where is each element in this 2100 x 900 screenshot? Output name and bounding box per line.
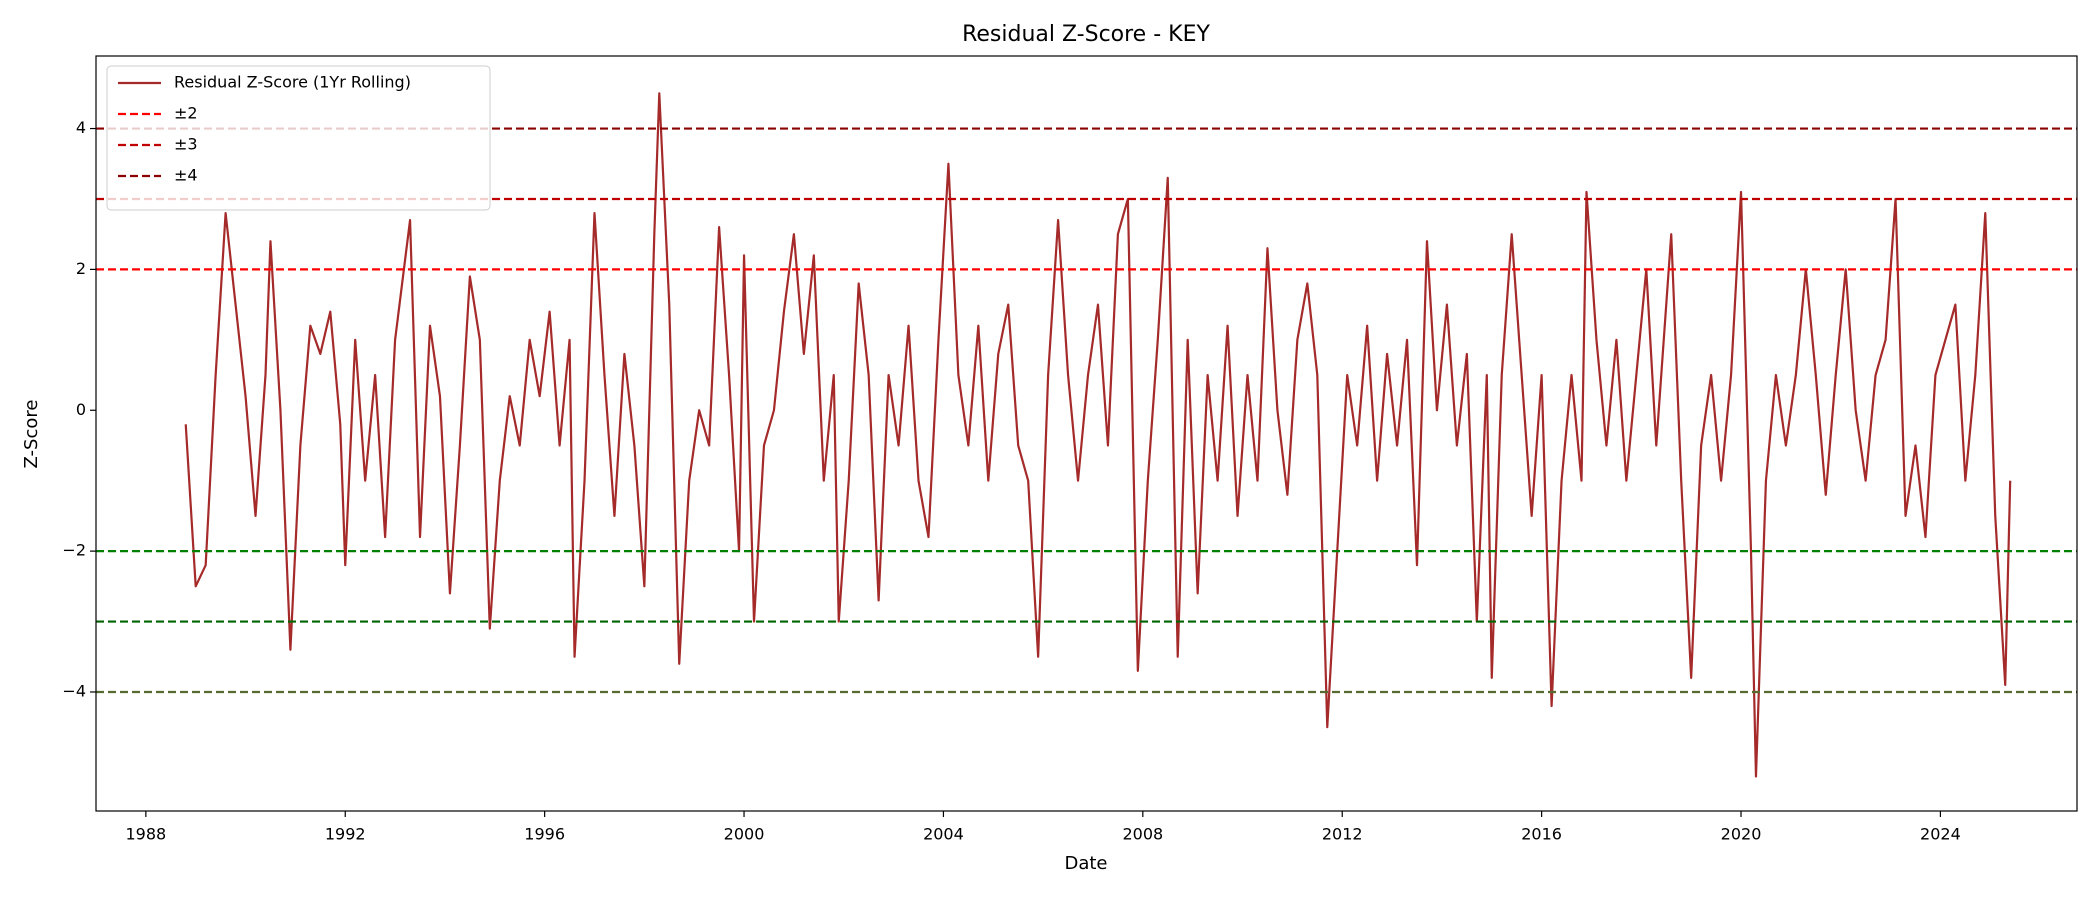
- plot-frame: [95, 55, 2078, 812]
- x-tick-label: 2016: [1521, 825, 1562, 844]
- data-line: [184, 92, 2012, 778]
- y-tick-label: 4: [76, 118, 86, 137]
- legend-label: ±4: [174, 166, 198, 185]
- x-tick-label: 2020: [1721, 825, 1762, 844]
- chart-title: Residual Z-Score - KEY: [962, 22, 1210, 47]
- legend-label: Residual Z-Score (1Yr Rolling): [174, 73, 411, 92]
- x-tick-label: 2000: [724, 825, 765, 844]
- legend-box: [106, 65, 491, 211]
- y-axis-label: Z-Score: [21, 400, 42, 469]
- x-tick-label: 1992: [325, 825, 366, 844]
- y-tick-label: −4: [62, 681, 86, 700]
- x-tick-label: 1996: [524, 825, 565, 844]
- legend-label: ±3: [174, 135, 198, 154]
- x-tick-label: 2012: [1322, 825, 1363, 844]
- legend-label: ±2: [174, 104, 198, 123]
- y-tick-label: −2: [62, 541, 86, 560]
- x-tick-label: 2008: [1122, 825, 1163, 844]
- y-tick-label: 2: [76, 259, 86, 278]
- x-tick-label: 2004: [923, 825, 964, 844]
- y-tick-label: 0: [76, 400, 86, 419]
- x-axis-label: Date: [1064, 853, 1107, 874]
- x-tick-label: 2024: [1920, 825, 1961, 844]
- x-tick-label: 1988: [125, 825, 166, 844]
